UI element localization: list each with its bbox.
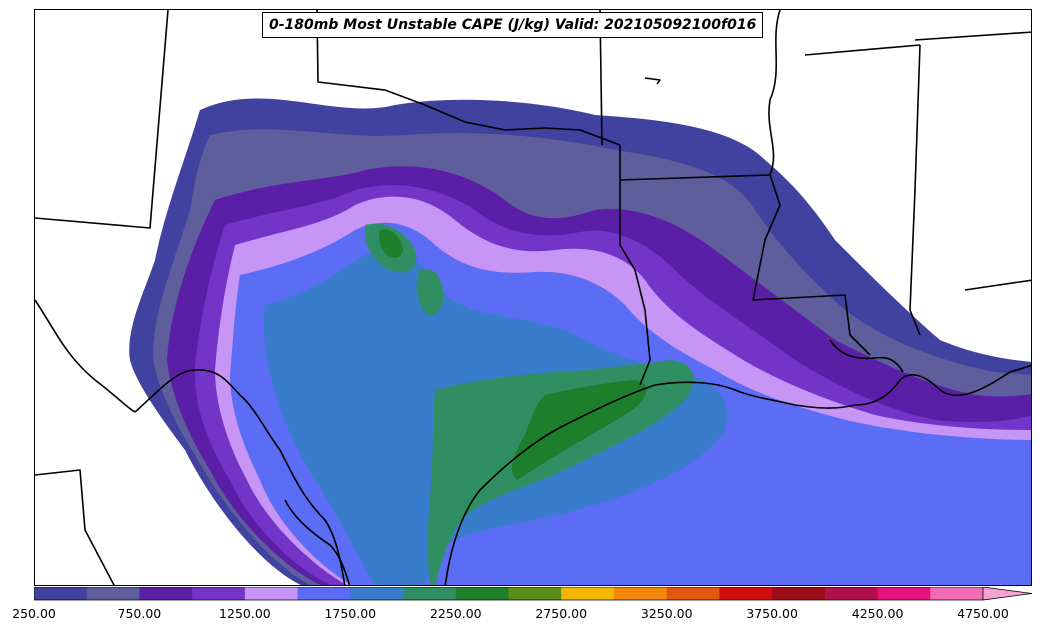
map-title: 0-180mb Most Unstable CAPE (J/kg) Valid:…	[262, 12, 764, 38]
lake-texoma	[644, 77, 661, 85]
colorbar-tick-label: 750.00	[117, 606, 162, 621]
colorbar-bin-10	[561, 587, 615, 600]
colorbar-bin-11	[613, 587, 668, 600]
colorbar-bin-7	[403, 587, 457, 600]
state-border-ks-ok	[316, 10, 621, 146]
colorbar-tick-label: 2250.00	[429, 606, 482, 621]
colorbar-tick-label: 3250.00	[640, 606, 693, 621]
boundary-layer	[35, 10, 1031, 585]
state-border-ms-al	[909, 44, 921, 336]
colorbar-bin-0	[34, 587, 88, 600]
state-border-nm-tx	[35, 299, 136, 413]
colorbar-extend-arrow	[982, 587, 1033, 601]
colorbar-bin-6	[350, 587, 404, 600]
state-border-ar-la	[619, 174, 771, 181]
cape-map	[35, 10, 1031, 585]
state-border-al-ga	[914, 31, 1031, 41]
cape-band-2250-north	[378, 229, 403, 258]
state-border-fl-panhandle	[964, 279, 1031, 291]
colorbar	[34, 587, 1033, 601]
colorbar-bin-3	[192, 587, 246, 600]
colorbar-tick-label: 2750.00	[535, 606, 588, 621]
state-border-mississippi-river	[752, 174, 871, 356]
colorbar-tick-label: 250.00	[12, 606, 56, 621]
cape-band-2000-central	[416, 269, 444, 316]
state-border-ok-tx-panhandle	[35, 10, 169, 229]
mexico-border-mid	[284, 499, 351, 585]
louisiana-bayou-coast	[829, 339, 904, 373]
colorbar-tick-label: 1750.00	[324, 606, 377, 621]
mexico-border-west	[35, 469, 115, 585]
colorbar-bin-12	[666, 587, 720, 600]
colorbar-bin-8	[455, 587, 509, 600]
cape-fill-layer	[129, 98, 1031, 585]
colorbar-bin-5	[297, 587, 351, 600]
colorbar-bin-13	[719, 587, 773, 600]
colorbar-outline	[34, 587, 983, 601]
state-border-ar-ms	[768, 10, 781, 176]
cape-band-2250	[511, 380, 647, 480]
colorbar-tick-label: 3750.00	[746, 606, 798, 621]
colorbar-tick-label: 1250.00	[219, 606, 271, 621]
colorbar-bin-14	[772, 587, 826, 600]
gulf-coastline-texas	[444, 364, 1031, 585]
rio-grande-border	[134, 369, 346, 585]
colorbar-bin-9	[508, 587, 562, 600]
cape-band-2000	[427, 360, 694, 585]
colorbar-bin-17	[930, 587, 984, 600]
colorbar-bin-16	[877, 587, 931, 600]
map-panel	[34, 9, 1032, 586]
colorbar-bin-1	[86, 587, 140, 600]
colorbar-bin-15	[824, 587, 879, 600]
colorbar-bin-4	[244, 587, 299, 600]
colorbar-bin-2	[139, 587, 193, 600]
colorbar-tick-label: 4750.00	[957, 606, 1009, 621]
state-border-ms-tn	[804, 44, 921, 56]
colorbar-tick-label: 4250.00	[851, 606, 904, 621]
state-border-red-river	[619, 145, 651, 386]
